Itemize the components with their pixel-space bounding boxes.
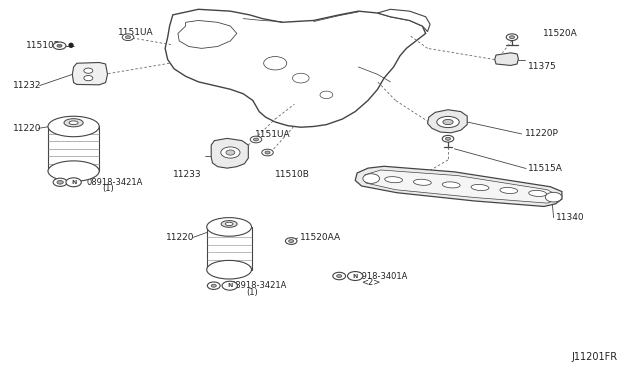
Polygon shape bbox=[72, 62, 108, 85]
Text: 1151UA: 1151UA bbox=[255, 130, 291, 139]
Ellipse shape bbox=[471, 185, 489, 190]
Ellipse shape bbox=[443, 119, 453, 125]
Circle shape bbox=[320, 91, 333, 99]
Circle shape bbox=[222, 281, 237, 290]
Polygon shape bbox=[178, 20, 237, 48]
Circle shape bbox=[333, 272, 346, 280]
Text: 1151UA: 1151UA bbox=[118, 28, 154, 37]
Ellipse shape bbox=[64, 119, 83, 127]
Ellipse shape bbox=[207, 218, 252, 236]
Text: 11515A: 11515A bbox=[528, 164, 563, 173]
Circle shape bbox=[445, 137, 451, 140]
Text: N: N bbox=[227, 283, 232, 288]
Circle shape bbox=[57, 180, 63, 184]
Polygon shape bbox=[378, 9, 430, 32]
Ellipse shape bbox=[442, 182, 460, 188]
Circle shape bbox=[57, 44, 62, 47]
Ellipse shape bbox=[225, 222, 233, 225]
Circle shape bbox=[122, 34, 134, 41]
Text: 11233: 11233 bbox=[173, 170, 202, 179]
Circle shape bbox=[66, 178, 81, 187]
Text: (1): (1) bbox=[246, 288, 258, 297]
Circle shape bbox=[509, 36, 515, 39]
Circle shape bbox=[262, 149, 273, 156]
Polygon shape bbox=[428, 110, 467, 133]
Ellipse shape bbox=[48, 116, 99, 137]
Text: J11201FR: J11201FR bbox=[572, 352, 618, 362]
Ellipse shape bbox=[48, 161, 99, 181]
Ellipse shape bbox=[529, 190, 547, 196]
Text: 08918-3421A: 08918-3421A bbox=[230, 281, 287, 290]
Text: 11232: 11232 bbox=[13, 81, 42, 90]
Text: N: N bbox=[353, 273, 358, 279]
Ellipse shape bbox=[500, 187, 518, 193]
Ellipse shape bbox=[207, 260, 252, 279]
Text: 11220: 11220 bbox=[166, 233, 195, 242]
Polygon shape bbox=[495, 53, 518, 65]
Circle shape bbox=[221, 147, 240, 158]
Ellipse shape bbox=[413, 179, 431, 185]
Ellipse shape bbox=[385, 177, 403, 183]
Circle shape bbox=[84, 76, 93, 81]
Ellipse shape bbox=[221, 221, 237, 227]
Text: 11340: 11340 bbox=[556, 213, 584, 222]
Text: 11520A: 11520A bbox=[543, 29, 577, 38]
Text: 11375: 11375 bbox=[528, 62, 557, 71]
Circle shape bbox=[442, 135, 454, 142]
Circle shape bbox=[250, 136, 262, 143]
Circle shape bbox=[292, 73, 309, 83]
Circle shape bbox=[53, 42, 66, 49]
Text: 11220: 11220 bbox=[13, 124, 42, 133]
Circle shape bbox=[285, 238, 297, 244]
Circle shape bbox=[348, 272, 363, 280]
Text: ●: ● bbox=[67, 42, 74, 48]
Text: <2>: <2> bbox=[362, 278, 381, 287]
Circle shape bbox=[125, 36, 131, 39]
Polygon shape bbox=[355, 166, 562, 206]
Ellipse shape bbox=[437, 116, 460, 128]
Text: N: N bbox=[71, 180, 76, 185]
Circle shape bbox=[506, 34, 518, 41]
Circle shape bbox=[363, 174, 380, 183]
Polygon shape bbox=[165, 9, 426, 127]
Ellipse shape bbox=[69, 121, 78, 125]
Text: 11520AA: 11520AA bbox=[300, 233, 340, 242]
Circle shape bbox=[337, 275, 342, 278]
Circle shape bbox=[53, 178, 67, 186]
Text: (1): (1) bbox=[102, 185, 114, 193]
Polygon shape bbox=[211, 138, 248, 168]
Circle shape bbox=[289, 240, 294, 243]
Text: 08918-3401A: 08918-3401A bbox=[352, 272, 408, 280]
Circle shape bbox=[84, 68, 93, 73]
Text: 11510B: 11510B bbox=[275, 170, 310, 179]
Polygon shape bbox=[364, 170, 556, 203]
Circle shape bbox=[226, 150, 235, 155]
Circle shape bbox=[207, 282, 220, 289]
Text: 08918-3421A: 08918-3421A bbox=[86, 178, 143, 187]
Circle shape bbox=[211, 284, 216, 287]
Text: 11510B: 11510B bbox=[26, 41, 60, 50]
Circle shape bbox=[264, 57, 287, 70]
Circle shape bbox=[253, 138, 259, 141]
Text: 11220P: 11220P bbox=[525, 129, 559, 138]
Circle shape bbox=[265, 151, 270, 154]
Circle shape bbox=[545, 192, 562, 202]
